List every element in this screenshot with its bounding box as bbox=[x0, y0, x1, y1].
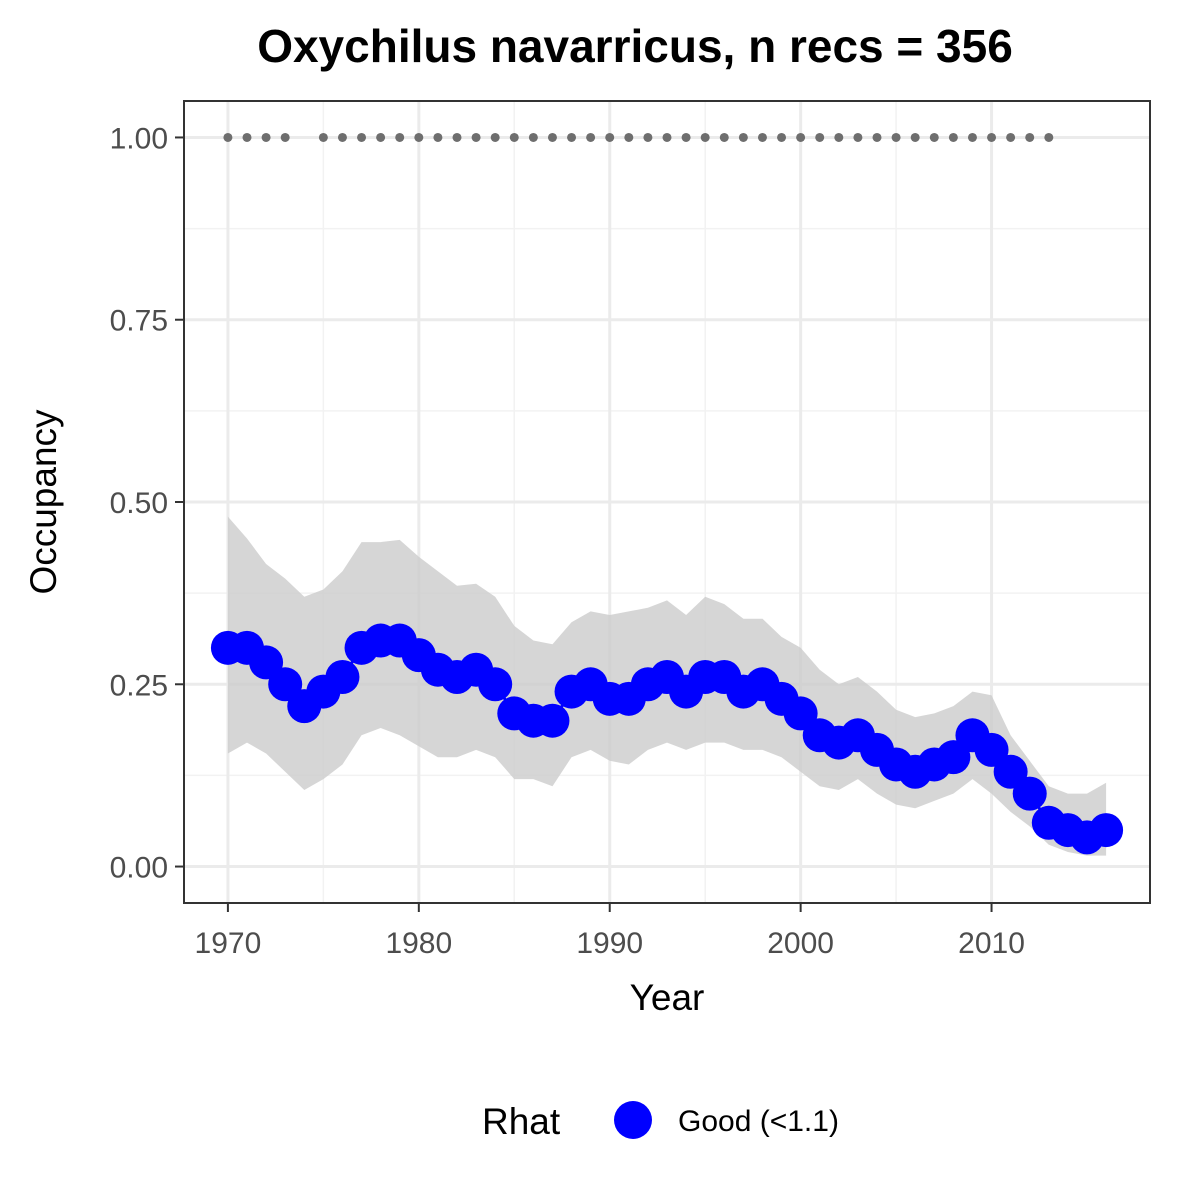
record-dot bbox=[586, 132, 596, 142]
record-dot bbox=[757, 132, 767, 142]
record-dot bbox=[490, 132, 500, 142]
record-dot bbox=[567, 132, 577, 142]
record-dot bbox=[547, 132, 557, 142]
x-axis: 1970 1980 1990 2000 2010 bbox=[195, 903, 1025, 960]
series-points bbox=[210, 623, 1124, 855]
record-dot bbox=[910, 132, 920, 142]
legend-key-good bbox=[614, 1101, 652, 1139]
record-dots bbox=[223, 132, 1054, 142]
x-tick-label: 1970 bbox=[195, 927, 262, 960]
record-dot bbox=[853, 132, 863, 142]
series-point bbox=[993, 754, 1028, 789]
x-tick-label: 1990 bbox=[576, 927, 643, 960]
series-point bbox=[936, 740, 971, 775]
legend: Rhat Good (<1.1) bbox=[482, 1101, 839, 1142]
record-dot bbox=[700, 132, 710, 142]
chart-title: Oxychilus navarricus, n recs = 356 bbox=[257, 20, 1013, 72]
y-axis: 0.00 0.25 0.50 0.75 1.00 bbox=[110, 122, 184, 885]
y-axis-title: Occupancy bbox=[23, 409, 64, 595]
series-point bbox=[783, 696, 818, 731]
y-tick-label: 1.00 bbox=[110, 122, 168, 155]
series-point bbox=[1012, 776, 1047, 811]
legend-label-good: Good (<1.1) bbox=[678, 1105, 839, 1138]
record-dot bbox=[337, 132, 347, 142]
legend-title: Rhat bbox=[482, 1101, 561, 1142]
record-dot bbox=[528, 132, 538, 142]
series-point bbox=[268, 667, 303, 702]
record-dot bbox=[929, 132, 939, 142]
record-dot bbox=[376, 132, 386, 142]
record-dot bbox=[872, 132, 882, 142]
record-dot bbox=[318, 132, 328, 142]
record-dot bbox=[719, 132, 729, 142]
record-dot bbox=[433, 132, 443, 142]
record-dot bbox=[662, 132, 672, 142]
record-dot bbox=[891, 132, 901, 142]
record-dot bbox=[777, 132, 787, 142]
record-dot bbox=[1044, 132, 1054, 142]
record-dot bbox=[414, 132, 424, 142]
record-dot bbox=[815, 132, 825, 142]
series-point bbox=[325, 659, 360, 694]
record-dot bbox=[967, 132, 977, 142]
series-point bbox=[1089, 813, 1124, 848]
record-dot bbox=[738, 132, 748, 142]
record-dot bbox=[834, 132, 844, 142]
series-point bbox=[974, 732, 1009, 767]
x-axis-title: Year bbox=[630, 977, 705, 1018]
x-tick-label: 2000 bbox=[767, 927, 834, 960]
y-tick-label: 0.25 bbox=[110, 669, 168, 702]
record-dot bbox=[681, 132, 691, 142]
record-dot bbox=[357, 132, 367, 142]
series-point bbox=[478, 667, 513, 702]
record-dot bbox=[452, 132, 462, 142]
record-dot bbox=[395, 132, 405, 142]
record-dot bbox=[261, 132, 271, 142]
record-dot bbox=[624, 132, 634, 142]
y-tick-label: 0.75 bbox=[110, 305, 168, 338]
x-tick-label: 2010 bbox=[958, 927, 1025, 960]
record-dot bbox=[1006, 132, 1016, 142]
y-tick-label: 0.50 bbox=[110, 487, 168, 520]
y-tick-label: 0.00 bbox=[110, 852, 168, 885]
x-tick-label: 1980 bbox=[385, 927, 452, 960]
record-dot bbox=[509, 132, 519, 142]
series-point bbox=[249, 645, 284, 680]
record-dot bbox=[280, 132, 290, 142]
record-dot bbox=[223, 132, 233, 142]
series-point bbox=[535, 703, 570, 738]
record-dot bbox=[471, 132, 481, 142]
record-dot bbox=[987, 132, 997, 142]
record-dot bbox=[796, 132, 806, 142]
record-dot bbox=[242, 132, 252, 142]
record-dot bbox=[643, 132, 653, 142]
record-dot bbox=[605, 132, 615, 142]
record-dot bbox=[1025, 132, 1035, 142]
record-dot bbox=[948, 132, 958, 142]
